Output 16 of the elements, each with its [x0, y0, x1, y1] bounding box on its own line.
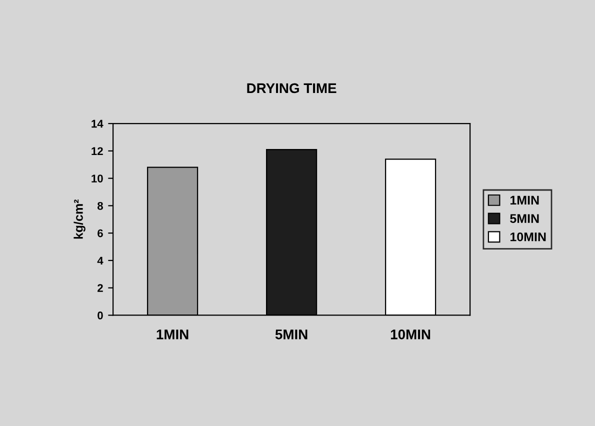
y-tick-label: 8	[98, 202, 103, 210]
x-tick-label: 1MIN	[156, 330, 188, 340]
legend-label: 1MIN	[510, 196, 539, 204]
y-tick-label: 10	[92, 174, 103, 182]
chart-title: DRYING TIME	[247, 83, 336, 94]
legend-label: 10MIN	[510, 232, 546, 242]
x-tick-label: 10MIN	[390, 329, 430, 340]
y-tick-label: 0	[98, 312, 103, 320]
y-axis-title: kg/cm²	[74, 200, 86, 239]
y-tick-label: 14	[92, 120, 104, 128]
y-tick-label: 12	[92, 147, 103, 155]
legend-label: 5MIN	[510, 214, 539, 223]
y-tick-label: 6	[98, 229, 103, 238]
y-tick-label: 2	[98, 284, 103, 292]
x-tick-label: 5MIN	[275, 330, 308, 340]
y-tick-label: 4	[97, 256, 104, 264]
